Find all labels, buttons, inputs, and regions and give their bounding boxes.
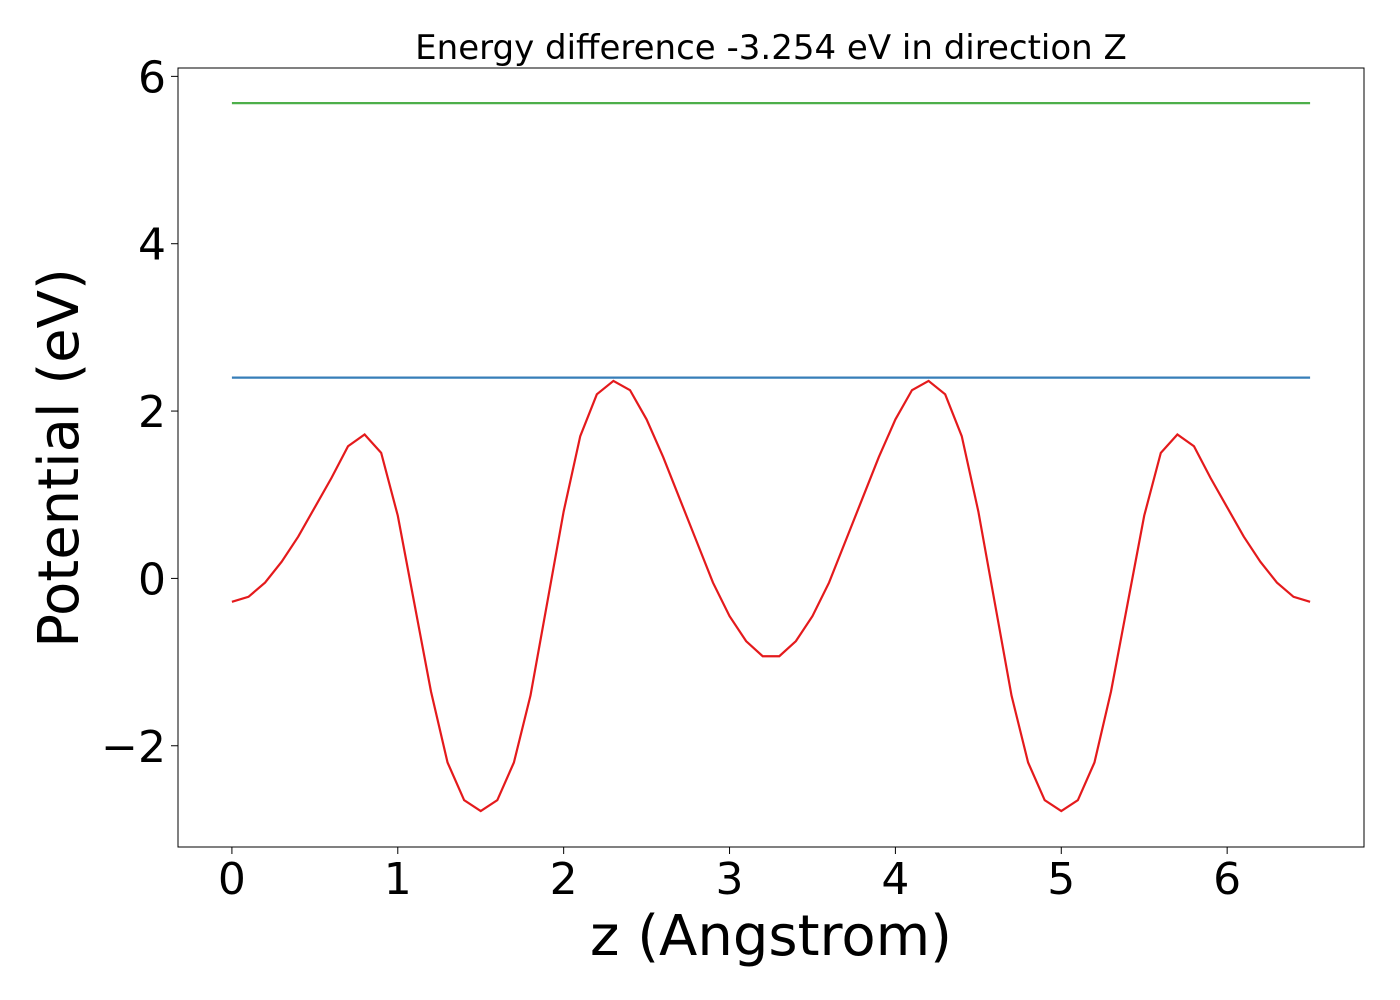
x-tick-label: 3 [716,854,744,905]
x-tick-label: 0 [218,854,246,905]
y-axis-label: Potential (eV) [27,268,92,648]
data-line [231,379,1311,813]
y-tick-label: 4 [138,220,166,271]
y-tick-label: 6 [138,52,166,103]
x-tick-label: 4 [881,854,909,905]
plot-frame [177,67,1365,848]
x-tick-label: 5 [1047,854,1075,905]
x-tick-label: 6 [1213,854,1241,905]
y-tick-label: 0 [138,554,166,605]
x-axis-label: z (Angstrom) [590,904,952,969]
x-tick-label: 1 [384,854,412,905]
chart-title: Energy difference -3.254 eV in direction… [415,28,1127,68]
y-tick-label: 2 [138,387,166,438]
y-tick-label: −2 [101,722,166,773]
x-tick-label: 2 [550,854,578,905]
